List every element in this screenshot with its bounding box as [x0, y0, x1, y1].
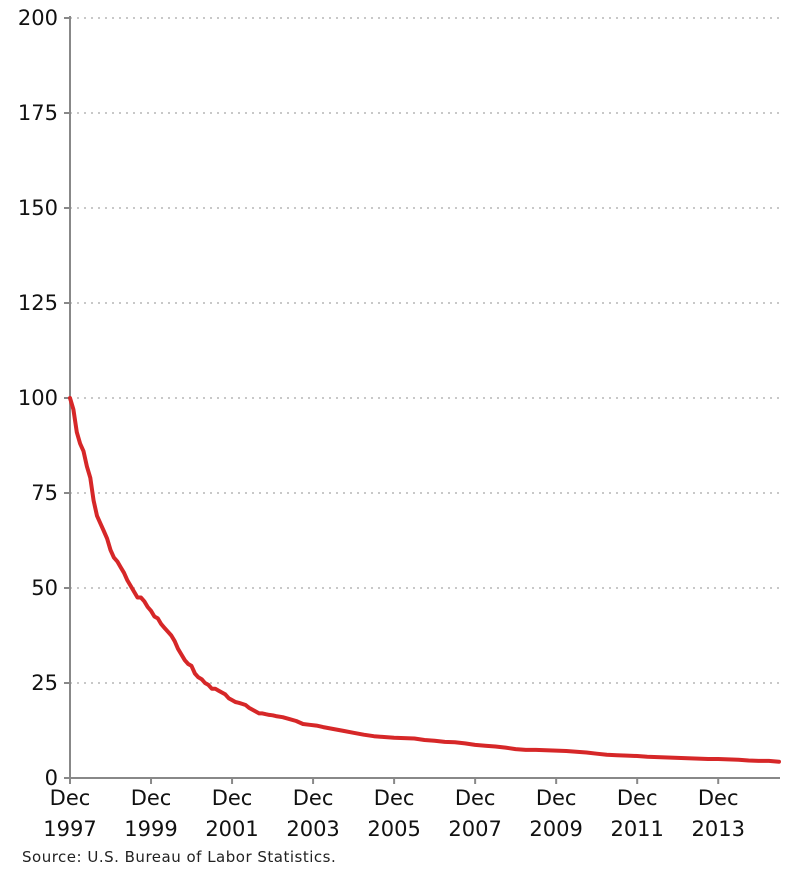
y-tick-label-200: 200	[18, 6, 58, 30]
x-tick-label-2007-year: 2007	[448, 817, 501, 841]
x-tick-label-2011-year: 2011	[610, 817, 663, 841]
y-tick-label-50: 50	[31, 576, 58, 600]
y-tick-label-25: 25	[31, 671, 58, 695]
x-tick-label-2007-month: Dec	[455, 786, 496, 810]
x-tick-label-2013-year: 2013	[691, 817, 744, 841]
x-tick-label-2003-year: 2003	[286, 817, 339, 841]
y-tick-label-0: 0	[45, 766, 58, 790]
x-tick-label-2003-month: Dec	[293, 786, 334, 810]
x-tick-label-2011-month: Dec	[617, 786, 658, 810]
x-tick-label-2009-year: 2009	[529, 817, 582, 841]
x-tick-label-1999-month: Dec	[131, 786, 172, 810]
series-line	[68, 396, 781, 764]
gridlines	[70, 17, 780, 684]
x-tick-label-2009-month: Dec	[536, 786, 577, 810]
x-axis-tick-labels: Dec 1997 Dec 1999 Dec 2001 Dec 2003 Dec 2005 Dec 20…	[43, 786, 745, 841]
x-tick-label-1997-year: 1997	[43, 817, 96, 841]
y-tick-label-75: 75	[31, 481, 58, 505]
y-tick-label-125: 125	[18, 291, 58, 315]
y-tick-label-175: 175	[18, 101, 58, 125]
x-tick-label-2013-month: Dec	[698, 786, 739, 810]
x-axis-ticks	[69, 778, 720, 784]
x-tick-label-2001-month: Dec	[212, 786, 253, 810]
source-note: Source: U.S. Bureau of Labor Statistics.	[22, 848, 337, 866]
y-axis-tick-labels: 0 25 50 75 100 125 150 175 200	[18, 6, 70, 790]
x-tick-label-2005-year: 2005	[367, 817, 420, 841]
x-tick-label-2005-month: Dec	[374, 786, 415, 810]
y-tick-label-100: 100	[18, 386, 58, 410]
x-tick-label-2001-year: 2001	[205, 817, 258, 841]
y-tick-label-150: 150	[18, 196, 58, 220]
x-tick-label-1999-year: 1999	[124, 817, 177, 841]
x-tick-label-1997-month: Dec	[50, 786, 91, 810]
